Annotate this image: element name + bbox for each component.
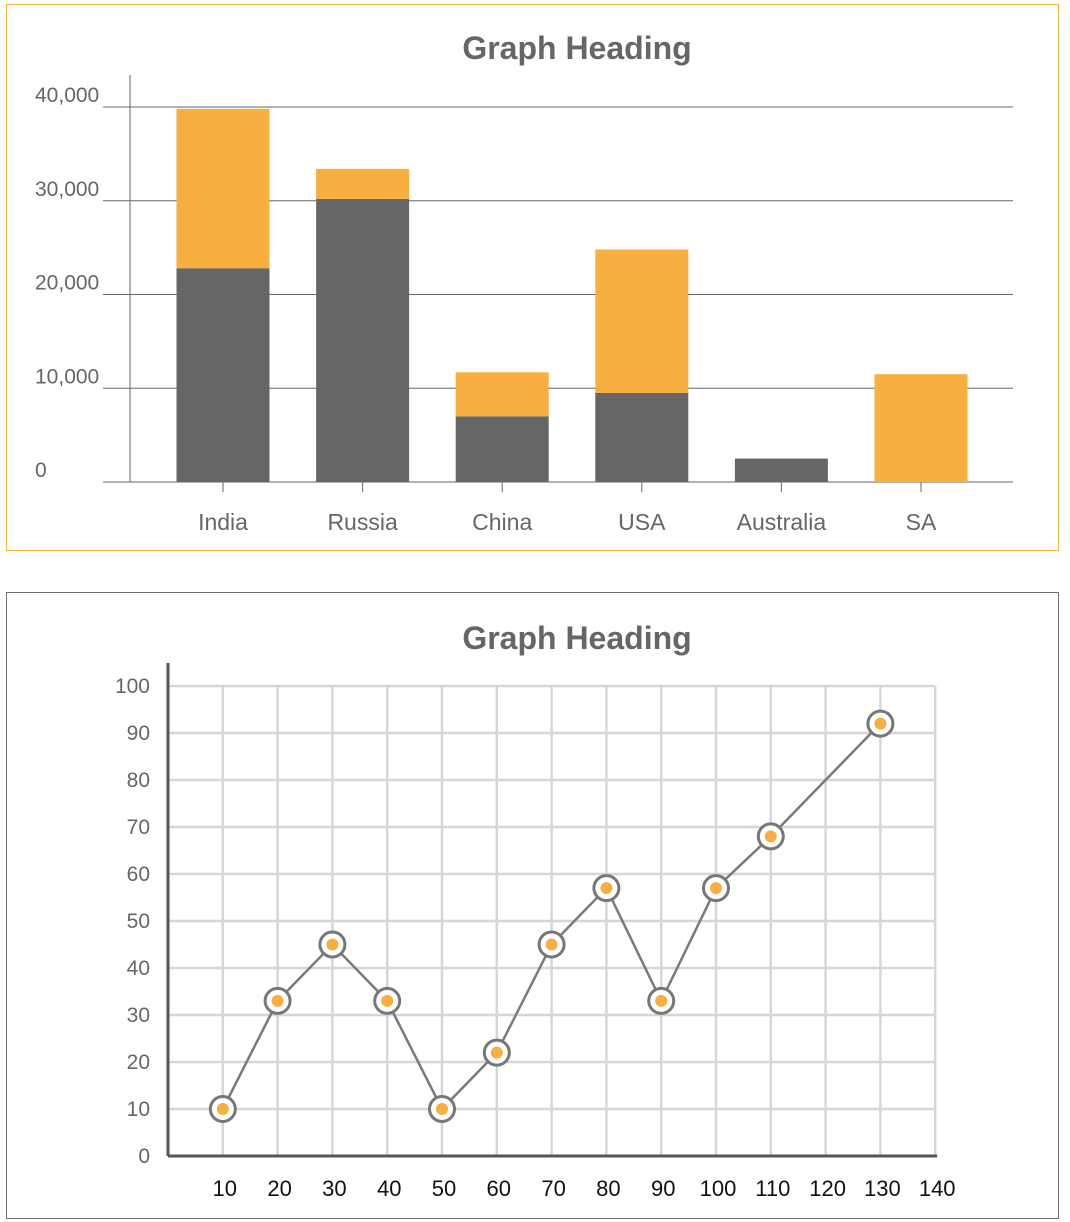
line-x-tick-label: 30 xyxy=(322,1176,346,1201)
line-data-point xyxy=(702,874,730,903)
bar-y-tick-label: 40,000 xyxy=(35,84,99,107)
line-x-tick-label: 40 xyxy=(377,1176,401,1201)
line-x-tick-label: 10 xyxy=(213,1176,237,1201)
bar-china-series-2 xyxy=(455,372,549,417)
bar-category-label: China xyxy=(472,509,532,535)
line-point-dot xyxy=(381,994,394,1007)
line-point-dot xyxy=(874,717,887,730)
bar-chart: Graph Heading 0 10,000 20,000 30,000 40,000 I… xyxy=(35,30,1013,535)
line-data-point xyxy=(866,709,895,738)
line-y-tick-label: 0 xyxy=(138,1145,150,1168)
line-x-tick-label: 140 xyxy=(919,1176,956,1201)
bar-y-tick-label: 10,000 xyxy=(35,365,99,388)
bar-india-series-1 xyxy=(176,268,270,482)
line-data-point xyxy=(208,1095,237,1123)
line-x-tick-label: 90 xyxy=(651,1176,675,1201)
line-y-tick-label: 60 xyxy=(127,863,150,886)
bar-sa-series-2 xyxy=(874,374,968,482)
line-point-dot xyxy=(655,994,668,1007)
line-y-tick-label: 50 xyxy=(127,910,150,933)
line-point-dot xyxy=(764,830,777,843)
bar-y-tick-label: 20,000 xyxy=(35,272,99,295)
line-point-dot xyxy=(710,882,722,895)
line-point-dot xyxy=(271,994,284,1007)
bar-chart-panel: Graph Heading 0 10,000 20,000 30,000 40,000 I… xyxy=(6,4,1059,551)
line-data-point xyxy=(537,930,566,959)
bar-usa-series-2 xyxy=(595,249,689,393)
line-y-tick-label: 90 xyxy=(127,722,150,745)
bar-category-label: Australia xyxy=(737,509,827,535)
line-y-tick-label: 70 xyxy=(127,816,150,839)
bar-chart-title: Graph Heading xyxy=(462,30,691,66)
bar-russia-series-2 xyxy=(316,168,410,199)
bar-russia-series-1 xyxy=(316,198,410,482)
line-point-dot xyxy=(216,1103,229,1115)
line-point-dot xyxy=(326,938,339,951)
line-data-point xyxy=(428,1095,456,1123)
bar-category-label: USA xyxy=(618,509,666,535)
line-x-tick-label: 110 xyxy=(755,1176,790,1201)
line-x-tick-label: 100 xyxy=(700,1176,737,1201)
bar-category-label: Russia xyxy=(327,509,398,535)
line-chart: Graph Heading 10 20 30 40 50 60 70 80 90 100 110 12… xyxy=(115,620,956,1201)
bar-y-tick-label: 30,000 xyxy=(35,178,99,201)
line-x-tick-label: 80 xyxy=(596,1176,620,1201)
line-y-tick-label: 80 xyxy=(127,769,150,792)
line-y-tick-label: 20 xyxy=(127,1051,150,1074)
line-data-point xyxy=(482,1038,511,1067)
line-y-tick-label: 40 xyxy=(127,957,150,980)
line-x-tick-label: 70 xyxy=(541,1176,565,1201)
bar-australia-series-1 xyxy=(734,458,828,482)
line-point-dot xyxy=(436,1103,448,1115)
bar-india-series-2 xyxy=(176,108,270,269)
line-data-point xyxy=(318,930,347,959)
line-y-tick-label: 30 xyxy=(127,1004,150,1027)
line-x-tick-label: 130 xyxy=(864,1176,901,1201)
line-point-dot xyxy=(600,882,613,895)
line-data-point xyxy=(647,986,676,1015)
bar-usa-series-1 xyxy=(595,392,689,482)
line-x-tick-label: 60 xyxy=(487,1176,511,1201)
line-data-point xyxy=(592,874,621,903)
bar-category-label: India xyxy=(198,509,248,535)
line-x-tick-label: 20 xyxy=(267,1176,291,1201)
bar-y-tick-label: 0 xyxy=(35,459,47,482)
bar-category-label: SA xyxy=(906,509,937,535)
line-x-tick-label: 120 xyxy=(809,1176,846,1201)
line-data-point xyxy=(263,986,292,1015)
line-data-point xyxy=(756,822,785,851)
bar-china-series-1 xyxy=(455,416,549,482)
line-y-tick-label: 10 xyxy=(127,1098,150,1121)
line-point-dot xyxy=(545,938,558,951)
line-chart-panel: Graph Heading 10 20 30 40 50 60 70 80 90 100 110 12… xyxy=(6,592,1059,1219)
line-data-point xyxy=(373,986,402,1015)
line-y-tick-label: 100 xyxy=(115,675,150,698)
line-chart-title: Graph Heading xyxy=(462,620,691,656)
line-point-dot xyxy=(490,1046,503,1059)
line-x-tick-label: 50 xyxy=(432,1176,456,1201)
